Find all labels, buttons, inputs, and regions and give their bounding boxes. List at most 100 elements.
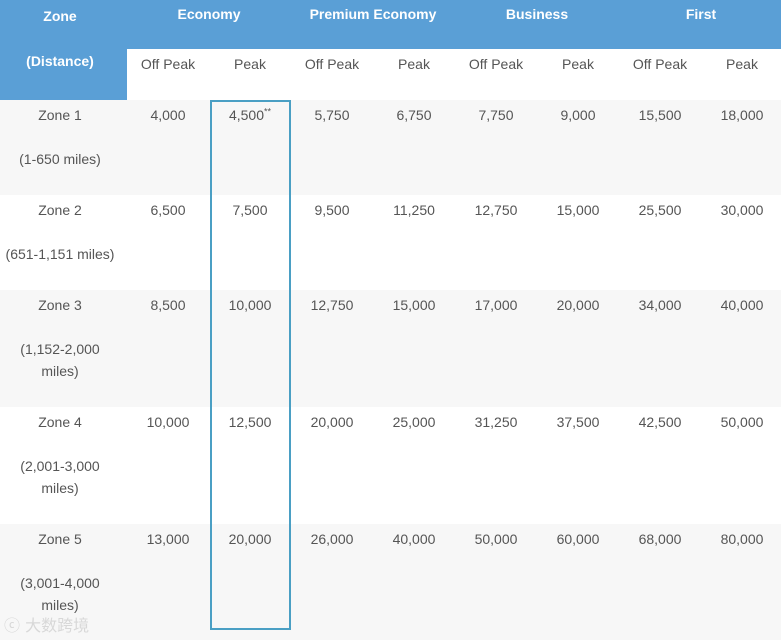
mileage-value: 34,000: [638, 297, 682, 313]
mileage-value: 50,000: [720, 414, 764, 430]
distance-header-label: (Distance): [26, 53, 94, 69]
zone-distance: (3,001-4,000 miles): [0, 572, 120, 616]
mileage-cell: 9,000: [537, 107, 619, 123]
mileage-cell: 9,500: [291, 202, 373, 218]
mileage-cell: 12,750: [291, 297, 373, 313]
mileage-value: 15,000: [392, 297, 436, 313]
mileage-value: 68,000: [638, 531, 682, 547]
mileage-cell: 15,500: [619, 107, 701, 123]
mileage-value: 12,750: [310, 297, 354, 313]
mileage-value: 31,250: [474, 414, 518, 430]
zone-distance: (1,152-2,000 miles): [0, 338, 120, 382]
watermark-text: 大数跨境: [25, 616, 90, 635]
mileage-value: 18,000: [720, 107, 764, 123]
mileage-cell: 4,500**: [209, 107, 291, 123]
class-header-economy: Economy: [177, 6, 241, 22]
subheader-peak: Peak: [398, 56, 430, 72]
mileage-cell: 11,250: [373, 202, 455, 218]
zone-name: Zone 1: [38, 107, 82, 123]
mileage-cell: 15,000: [373, 297, 455, 313]
mileage-cell: 18,000: [701, 107, 781, 123]
mileage-value: 9,000: [560, 107, 596, 123]
mileage-cell: 25,000: [373, 414, 455, 430]
mileage-cell: 20,000: [537, 297, 619, 313]
zone-distance: (2,001-3,000 miles): [0, 455, 120, 499]
zone-distance-line: (651-1,151 miles): [5, 246, 115, 262]
mileage-cell: 13,000: [127, 531, 209, 547]
zone-distance-line: miles): [41, 363, 79, 379]
mileage-value: 6,500: [150, 202, 186, 218]
mileage-value: 6,750: [396, 107, 432, 123]
mileage-value: 13,000: [146, 531, 190, 547]
mileage-cell: 26,000: [291, 531, 373, 547]
mileage-value: 8,500: [150, 297, 186, 313]
mileage-cell: 15,000: [537, 202, 619, 218]
zone-distance-line: miles): [41, 480, 79, 496]
mileage-value: 4,000: [150, 107, 186, 123]
mileage-cell: 7,750: [455, 107, 537, 123]
mileage-value: 25,500: [638, 202, 682, 218]
mileage-value: 11,250: [393, 202, 435, 218]
mileage-value: 5,750: [314, 107, 350, 123]
subheader-off-peak: Off Peak: [468, 56, 524, 72]
subheader-peak: Peak: [726, 56, 758, 72]
mileage-value: 15,000: [556, 202, 600, 218]
mileage-value: 10,000: [146, 414, 190, 430]
zone-header-label: Zone: [43, 8, 77, 24]
table-row: Zone 5 (3,001-4,000 miles) 13,000 20,000 26,0…: [0, 524, 781, 640]
mileage-cell: 12,500: [209, 414, 291, 430]
zone-distance: (1-650 miles): [0, 148, 120, 170]
economy-peak-highlight-box: [210, 100, 291, 630]
watermark-logo-icon: ⓒ: [4, 616, 21, 635]
zone-distance-line: miles): [41, 597, 79, 613]
class-header-premium-economy: Premium Economy: [309, 6, 437, 22]
subheader-peak: Peak: [234, 56, 266, 72]
table-row: Zone 4 (2,001-3,000 miles) 10,000 12,500 20,0…: [0, 407, 781, 524]
mileage-value: 40,000: [392, 531, 436, 547]
mileage-value: 10,000: [228, 297, 272, 313]
mileage-cell: 68,000: [619, 531, 701, 547]
table-row: Zone 2 (651-1,151 miles) 6,500 7,500 9,500 11…: [0, 195, 781, 290]
footnote-marker: **: [264, 106, 272, 117]
zone-distance-line: (1,152-2,000: [20, 341, 100, 357]
mileage-value: 60,000: [556, 531, 600, 547]
zone-name: Zone 5: [38, 531, 82, 547]
mileage-cell: 8,500: [127, 297, 209, 313]
mileage-value: 20,000: [310, 414, 354, 430]
subheader-off-peak: Off Peak: [632, 56, 688, 72]
mileage-cell: 25,500: [619, 202, 701, 218]
mileage-cell: 6,500: [127, 202, 209, 218]
mileage-value: 17,000: [474, 297, 518, 313]
mileage-value: 12,750: [474, 202, 518, 218]
subheader-off-peak: Off Peak: [304, 56, 360, 72]
mileage-value: 80,000: [720, 531, 764, 547]
zone-distance-line: (3,001-4,000: [20, 575, 100, 591]
zone-distance: (651-1,151 miles): [0, 243, 120, 265]
mileage-cell: 34,000: [619, 297, 701, 313]
mileage-cell: 40,000: [701, 297, 781, 313]
mileage-value: 7,750: [478, 107, 514, 123]
class-header-row: [127, 0, 781, 49]
table-row: Zone 1 (1-650 miles) 4,000 4,500** 5,750 6,75…: [0, 100, 781, 195]
mileage-value: 7,500: [232, 202, 268, 218]
mileage-value: 12,500: [228, 414, 272, 430]
mileage-cell: 20,000: [291, 414, 373, 430]
zone-name: Zone 2: [38, 202, 82, 218]
zone-header-cell: [0, 0, 127, 100]
mileage-value: 20,000: [556, 297, 600, 313]
mileage-cell: 10,000: [127, 414, 209, 430]
mileage-cell: 50,000: [701, 414, 781, 430]
mileage-cell: 30,000: [701, 202, 781, 218]
watermark: ⓒ 大数跨境: [4, 612, 89, 636]
mileage-cell: 17,000: [455, 297, 537, 313]
class-header-first: First: [685, 6, 717, 22]
zone-name: Zone 4: [38, 414, 82, 430]
mileage-value: 26,000: [310, 531, 354, 547]
mileage-value: 50,000: [474, 531, 518, 547]
mileage-value: 40,000: [720, 297, 764, 313]
class-header-business: Business: [505, 6, 569, 22]
mileage-cell: 12,750: [455, 202, 537, 218]
mileage-value: 25,000: [392, 414, 436, 430]
mileage-value: 20,000: [228, 531, 272, 547]
